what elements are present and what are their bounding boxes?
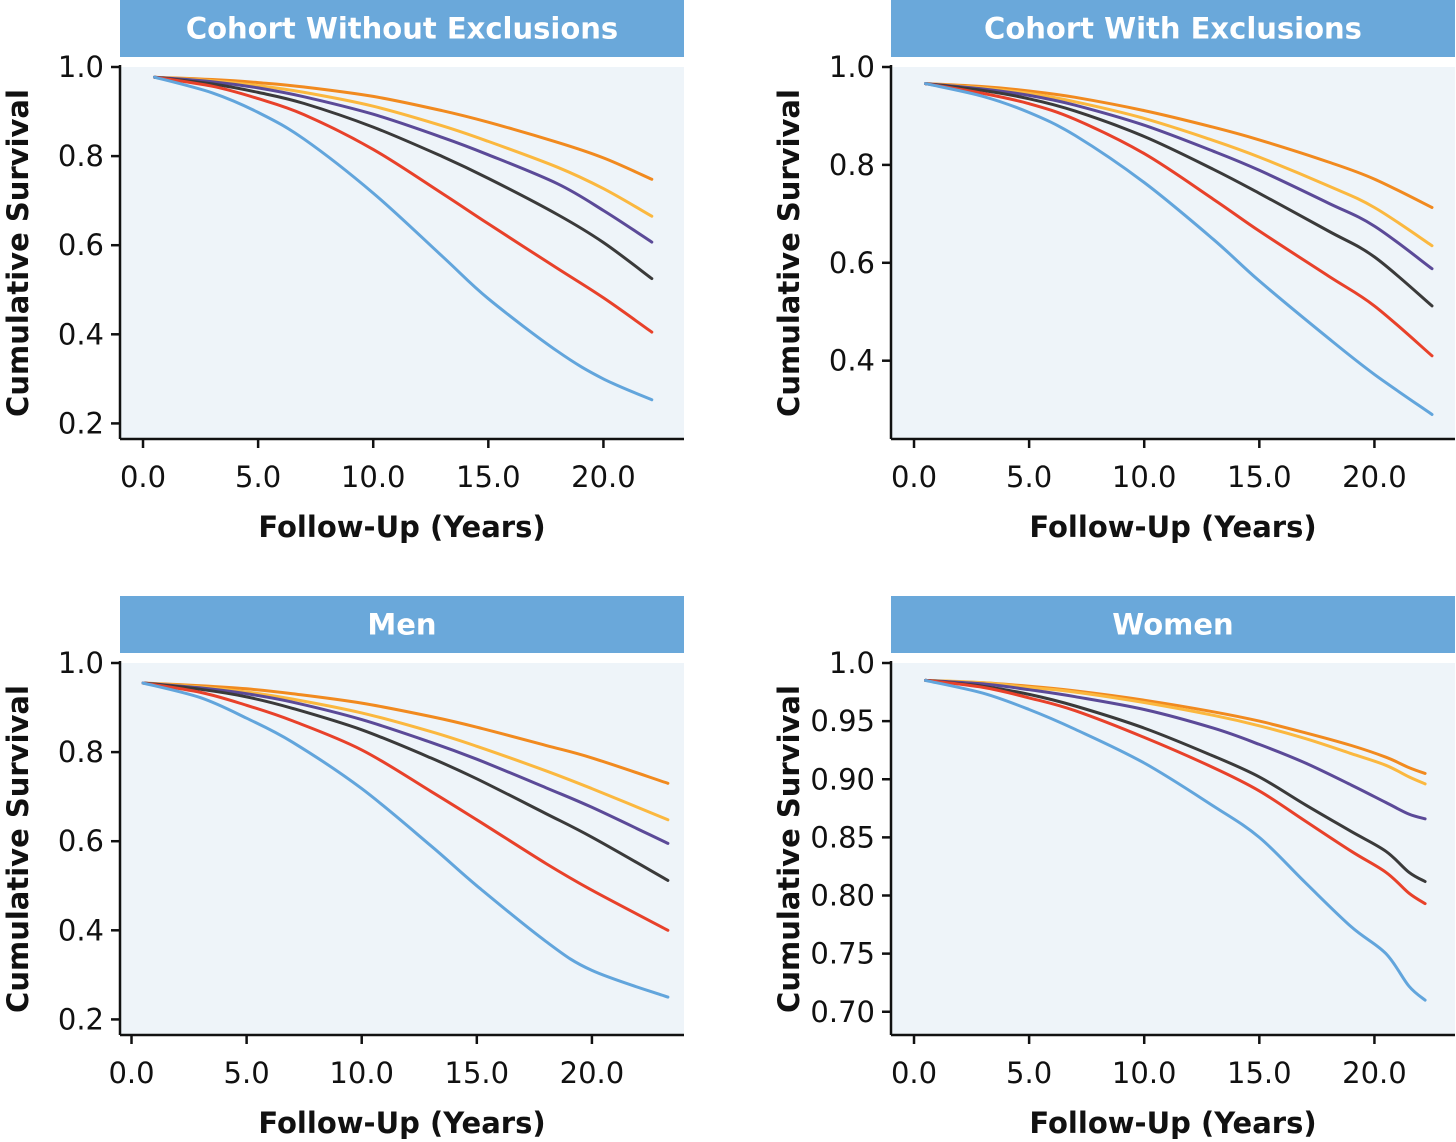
chart-panel-4: Women 0.70 0.75 0.80 0.85 0.90 0.95 1.0 0.0 5.0 10… <box>772 596 1455 1140</box>
panel-header <box>891 596 1455 653</box>
series-line-5 <box>924 82 1434 358</box>
series-line-1 <box>153 75 654 181</box>
y-axis-title: Cumulative Survival <box>1 89 35 417</box>
y-tick-label: 1.0 <box>829 50 875 84</box>
x-axis-title: Follow-Up (Years) <box>258 1106 545 1140</box>
x-tick-label: 15.0 <box>445 1056 510 1090</box>
x-tick-label: 0.0 <box>891 1056 937 1090</box>
panel-header <box>891 0 1455 57</box>
y-tick-label: 0.90 <box>810 762 875 796</box>
x-tick-label: 15.0 <box>1227 1056 1292 1090</box>
y-tick-label: 0.85 <box>810 820 875 854</box>
y-tick-label: 0.2 <box>58 406 104 440</box>
plot-area <box>891 663 1455 1035</box>
y-tick-label: 1.0 <box>58 50 104 84</box>
x-tick-label: 10.0 <box>1112 1056 1177 1090</box>
series-line-3 <box>924 678 1427 821</box>
y-tick-label: 0.4 <box>58 913 104 947</box>
y-tick-label: 0.4 <box>829 344 875 378</box>
series-line-2 <box>153 75 654 218</box>
series-line-6 <box>924 82 1434 416</box>
series-line-4 <box>141 681 670 882</box>
series-line-5 <box>924 678 1427 906</box>
y-tick-label: 0.6 <box>58 824 104 858</box>
y-tick-label: 0.6 <box>58 228 104 262</box>
series-line-4 <box>924 678 1427 883</box>
x-tick-label: 5.0 <box>1006 460 1052 494</box>
x-tick-label: 5.0 <box>1006 1056 1052 1090</box>
series-line-3 <box>924 82 1434 271</box>
y-tick-label: 1.0 <box>829 646 875 680</box>
x-tick-label: 20.0 <box>560 1056 625 1090</box>
chart-panel-2: Cohort With Exclusions 0.4 0.6 0.8 1.0 0.0 5.0… <box>772 0 1455 544</box>
x-tick-label: 10.0 <box>329 1056 394 1090</box>
series-line-2 <box>924 678 1427 786</box>
y-axis-title: Cumulative Survival <box>772 89 806 417</box>
series-line-1 <box>924 82 1434 209</box>
series-line-1 <box>141 681 670 785</box>
x-tick-label: 15.0 <box>1227 460 1292 494</box>
x-axis-title: Follow-Up (Years) <box>1029 510 1316 544</box>
series-line-4 <box>153 75 654 281</box>
y-axis-title: Cumulative Survival <box>1 685 35 1013</box>
y-tick-label: 0.6 <box>829 246 875 280</box>
x-tick-label: 0.0 <box>891 460 937 494</box>
x-tick-label: 15.0 <box>456 460 521 494</box>
panel-title: Men <box>367 608 436 642</box>
y-tick-label: 0.70 <box>810 995 875 1029</box>
panel-header <box>120 0 684 57</box>
y-tick-label: 0.4 <box>58 317 104 351</box>
series-line-3 <box>141 681 670 845</box>
panel-title: Women <box>1112 608 1233 642</box>
chart-panel-1: Cohort Without Exclusions 0.2 0.4 0.6 0.8 1.0… <box>1 0 684 544</box>
series-line-6 <box>141 681 670 999</box>
x-tick-label: 0.0 <box>120 460 166 494</box>
x-tick-label: 20.0 <box>1342 1056 1407 1090</box>
x-tick-label: 20.0 <box>571 460 636 494</box>
panel-header <box>120 596 684 653</box>
series-line-2 <box>924 82 1434 248</box>
x-tick-label: 5.0 <box>235 460 281 494</box>
y-tick-label: 1.0 <box>58 646 104 680</box>
series-line-6 <box>153 75 654 402</box>
panel-title: Cohort With Exclusions <box>984 12 1362 46</box>
x-tick-label: 5.0 <box>224 1056 270 1090</box>
y-tick-label: 0.75 <box>810 937 875 971</box>
plot-area <box>120 663 684 1035</box>
plot-area <box>120 67 684 439</box>
panel-title: Cohort Without Exclusions <box>186 12 618 46</box>
y-tick-label: 0.80 <box>810 879 875 913</box>
chart-panel-3: Men 0.2 0.4 0.6 0.8 1.0 0.0 5.0 10.0 15.0 20.0 Foll… <box>1 596 684 1140</box>
x-tick-label: 10.0 <box>341 460 406 494</box>
series-line-5 <box>141 681 670 932</box>
x-tick-label: 0.0 <box>108 1056 154 1090</box>
y-tick-label: 0.8 <box>58 735 104 769</box>
series-line-6 <box>924 678 1427 1002</box>
x-axis-title: Follow-Up (Years) <box>258 510 545 544</box>
y-axis-title: Cumulative Survival <box>772 685 806 1013</box>
x-axis-title: Follow-Up (Years) <box>1029 1106 1316 1140</box>
x-tick-label: 20.0 <box>1342 460 1407 494</box>
y-tick-label: 0.95 <box>810 704 875 738</box>
series-line-4 <box>924 82 1434 308</box>
y-tick-label: 0.2 <box>58 1002 104 1036</box>
y-tick-label: 0.8 <box>829 148 875 182</box>
x-tick-label: 10.0 <box>1112 460 1177 494</box>
series-line-3 <box>153 75 654 244</box>
y-tick-label: 0.8 <box>58 139 104 173</box>
plot-area <box>891 67 1455 439</box>
series-line-5 <box>153 75 654 334</box>
